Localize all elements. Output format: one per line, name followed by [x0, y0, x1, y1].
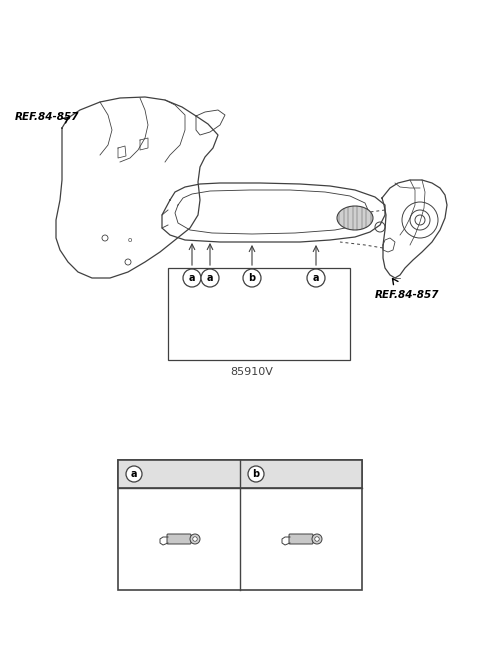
Circle shape	[243, 269, 261, 287]
Bar	[118, 460, 362, 590]
Bar	[118, 460, 362, 488]
Text: b: b	[252, 469, 260, 479]
Circle shape	[126, 466, 142, 482]
Text: REF.84-857: REF.84-857	[375, 290, 440, 300]
Circle shape	[201, 269, 219, 287]
Circle shape	[315, 537, 319, 541]
Circle shape	[190, 534, 200, 544]
Text: a: a	[207, 273, 213, 283]
FancyBboxPatch shape	[167, 534, 191, 544]
Text: a: a	[131, 469, 137, 479]
Circle shape	[312, 534, 322, 544]
Bar	[168, 268, 350, 360]
FancyBboxPatch shape	[289, 534, 313, 544]
Text: 85910V: 85910V	[230, 367, 274, 377]
Text: REF.84-857: REF.84-857	[15, 112, 80, 122]
Text: a: a	[313, 273, 319, 283]
Text: a: a	[189, 273, 195, 283]
Circle shape	[307, 269, 325, 287]
Text: o: o	[128, 237, 132, 243]
Text: b: b	[249, 273, 255, 283]
Circle shape	[193, 537, 197, 541]
Circle shape	[248, 466, 264, 482]
Text: 85920E: 85920E	[146, 469, 185, 479]
Ellipse shape	[337, 206, 373, 230]
Circle shape	[183, 269, 201, 287]
Text: 85955A: 85955A	[268, 469, 308, 479]
